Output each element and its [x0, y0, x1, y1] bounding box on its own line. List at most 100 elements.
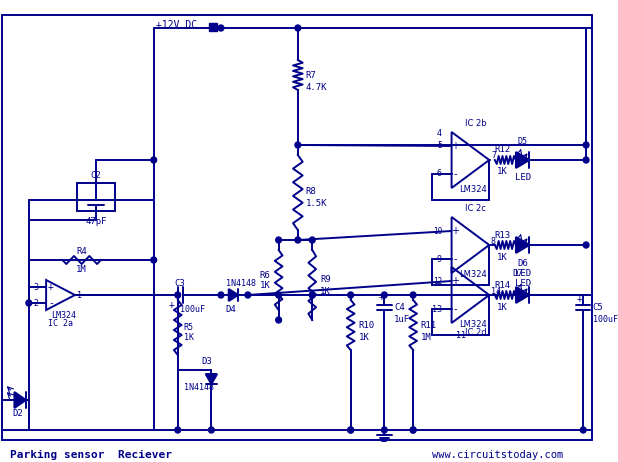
Text: R12: R12: [494, 146, 510, 154]
Text: 4: 4: [437, 129, 442, 139]
Text: 1M: 1M: [76, 266, 87, 274]
Text: R14: R14: [494, 280, 510, 290]
Text: 1N4148: 1N4148: [185, 383, 214, 393]
Circle shape: [175, 292, 180, 298]
Text: -: -: [454, 304, 457, 314]
Text: R10: R10: [358, 321, 375, 329]
Text: 11: 11: [456, 330, 467, 340]
Text: D6: D6: [517, 259, 528, 267]
Circle shape: [276, 237, 282, 243]
Text: +: +: [451, 276, 459, 286]
Text: 8: 8: [491, 237, 496, 245]
Circle shape: [218, 25, 224, 31]
Text: 1M: 1M: [421, 334, 431, 342]
Text: LM324: LM324: [459, 270, 487, 279]
Text: 1K: 1K: [497, 253, 508, 261]
Circle shape: [295, 25, 301, 31]
Text: 1K: 1K: [184, 333, 193, 341]
Text: +: +: [577, 294, 582, 304]
Text: +: +: [451, 141, 459, 151]
Text: -: -: [454, 254, 457, 264]
Text: 1K: 1K: [497, 303, 508, 311]
Text: 1K: 1K: [260, 280, 270, 290]
Text: D3: D3: [201, 358, 213, 366]
Text: www.circuitstoday.com: www.circuitstoday.com: [433, 450, 564, 460]
Text: 1.5K: 1.5K: [305, 199, 327, 207]
Text: IC 2c: IC 2c: [465, 204, 486, 213]
Text: 9: 9: [437, 255, 442, 263]
Polygon shape: [516, 287, 530, 303]
Text: 47pF: 47pF: [85, 218, 107, 226]
Polygon shape: [14, 392, 26, 408]
Text: 1uF: 1uF: [394, 315, 410, 323]
Text: D2: D2: [12, 409, 23, 419]
Text: 4.7K: 4.7K: [305, 84, 327, 92]
Text: +: +: [168, 300, 174, 310]
Circle shape: [151, 157, 156, 163]
Circle shape: [310, 292, 315, 298]
Text: -: -: [48, 298, 54, 308]
Circle shape: [410, 427, 416, 433]
Text: D4: D4: [225, 304, 236, 314]
Polygon shape: [229, 289, 239, 301]
Text: D5: D5: [518, 138, 528, 146]
Text: LM324: LM324: [51, 311, 76, 321]
Circle shape: [381, 427, 387, 433]
Circle shape: [410, 292, 416, 298]
Text: IC 2b: IC 2b: [465, 119, 486, 128]
Text: 1K: 1K: [320, 287, 331, 297]
Circle shape: [348, 427, 353, 433]
Text: R4: R4: [76, 248, 87, 256]
Text: D7: D7: [512, 268, 523, 278]
Polygon shape: [206, 374, 217, 384]
Circle shape: [310, 292, 315, 298]
Text: 3: 3: [33, 282, 38, 292]
Circle shape: [276, 292, 282, 298]
Circle shape: [410, 427, 416, 433]
Text: 100uF: 100uF: [593, 315, 618, 323]
Text: R7: R7: [305, 71, 316, 79]
Circle shape: [310, 237, 315, 243]
Text: R13: R13: [494, 231, 510, 239]
Text: Parking sensor  Reciever: Parking sensor Reciever: [10, 450, 172, 460]
Circle shape: [381, 292, 387, 298]
Text: C3: C3: [174, 279, 185, 287]
Text: 2: 2: [33, 298, 38, 308]
Bar: [210, 23, 217, 31]
Text: 1N4148: 1N4148: [226, 279, 256, 287]
Text: 1K: 1K: [358, 334, 369, 342]
Text: 7: 7: [491, 152, 496, 160]
Text: 5: 5: [437, 141, 442, 151]
Text: LED: LED: [515, 174, 531, 182]
Text: -: -: [454, 169, 457, 179]
Circle shape: [208, 427, 214, 433]
Circle shape: [276, 317, 282, 323]
Text: +: +: [451, 226, 459, 236]
Text: LM324: LM324: [459, 320, 487, 329]
Text: LED: LED: [515, 279, 531, 287]
Text: R6: R6: [260, 270, 270, 280]
Text: IC 2d: IC 2d: [465, 328, 486, 337]
Circle shape: [245, 292, 251, 298]
Text: +12V DC: +12V DC: [156, 20, 197, 30]
Circle shape: [26, 300, 32, 306]
Circle shape: [580, 427, 586, 433]
Bar: [77, 183, 116, 211]
Circle shape: [583, 242, 589, 248]
Text: +: +: [379, 292, 384, 302]
Circle shape: [218, 292, 224, 298]
Circle shape: [151, 257, 156, 263]
Text: C2: C2: [91, 170, 101, 180]
Text: 13: 13: [432, 304, 442, 314]
Circle shape: [348, 292, 353, 298]
Polygon shape: [516, 237, 530, 253]
Text: 1K: 1K: [497, 168, 508, 176]
Circle shape: [295, 142, 301, 148]
Text: 14: 14: [491, 286, 501, 296]
Text: R8: R8: [305, 188, 316, 196]
Text: LED: LED: [515, 268, 531, 278]
Text: C4: C4: [394, 303, 405, 311]
Polygon shape: [516, 152, 530, 168]
Text: R9: R9: [320, 275, 331, 285]
Text: IC 2a: IC 2a: [48, 318, 73, 328]
